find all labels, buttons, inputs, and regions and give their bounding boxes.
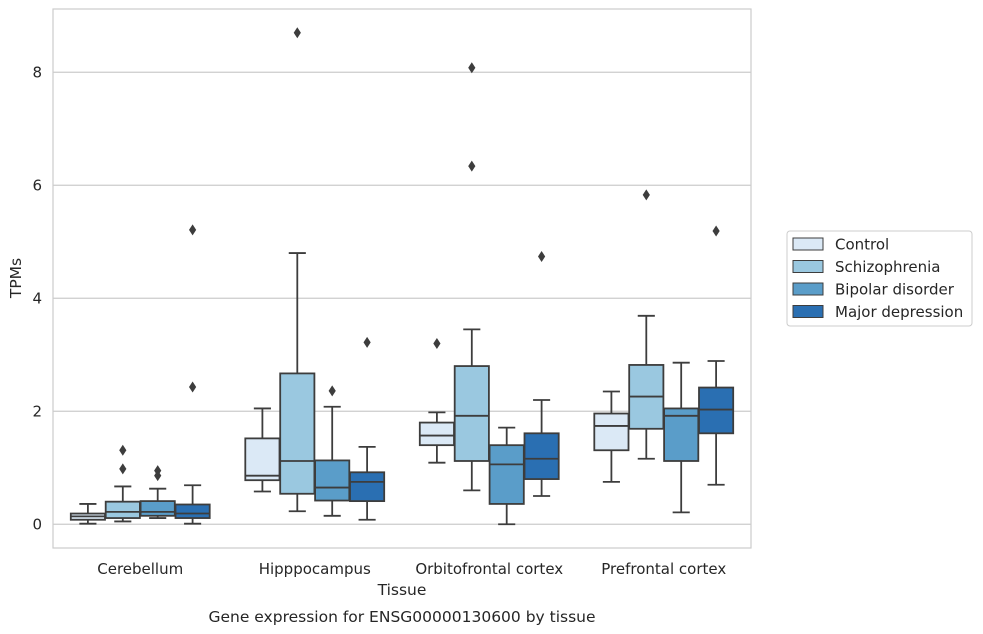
y-tick-label: 2 (32, 402, 42, 420)
box-iqr (663, 407, 700, 462)
box-iqr (104, 500, 141, 519)
legend-label: Schizophrenia (835, 258, 940, 276)
outlier-point (468, 62, 476, 74)
legend-label: Major depression (835, 303, 963, 321)
box-iqr (418, 421, 455, 447)
outlier-point (433, 337, 441, 349)
box-iqr (314, 459, 351, 502)
x-axis-ticks: Cerebellum Hipppocampus Orbitofrontal cort… (97, 560, 726, 578)
box-iqr (244, 437, 281, 482)
x-tick-label: Hipppocampus (259, 560, 371, 578)
outlier-point (189, 224, 197, 236)
x-tick-label: Orbitofrontal cortex (415, 560, 563, 578)
outlier-point (642, 189, 650, 201)
outlier-point (712, 225, 720, 237)
y-tick-label: 0 (32, 515, 42, 533)
legend-swatch (792, 305, 824, 318)
legend-frame (786, 230, 973, 327)
outlier-point (189, 381, 197, 393)
x-axis-label: Tissue (377, 581, 427, 599)
box-iqr (349, 471, 386, 503)
outlier-point (119, 444, 127, 456)
outlier-point (328, 385, 336, 397)
legend-label: Control (835, 236, 889, 254)
box-series-layer (69, 27, 735, 526)
y-axis-label: TPMs (7, 258, 25, 299)
series-group (174, 224, 735, 525)
outlier-point (538, 250, 546, 262)
figure-caption: Gene expression for ENSG00000130600 by t… (208, 608, 595, 626)
outlier-point (293, 27, 301, 39)
outlier-point (119, 463, 127, 475)
legend-label: Bipolar disorder (835, 281, 955, 299)
box-iqr (488, 444, 525, 505)
x-tick-label: Cerebellum (97, 560, 183, 578)
y-tick-label: 4 (32, 289, 42, 307)
outlier-point (154, 465, 162, 477)
plot-area-frame (52, 8, 752, 549)
y-axis-ticks: 0 2 4 6 8 (32, 63, 42, 533)
y-tick-label: 8 (32, 63, 42, 81)
box-iqr (453, 365, 490, 462)
outlier-point (363, 336, 371, 348)
box-iqr (279, 372, 316, 495)
box-iqr (593, 412, 630, 452)
series-group (139, 361, 700, 526)
box-iqr (139, 500, 176, 517)
box-iqr (174, 503, 211, 519)
legend-swatch (792, 237, 824, 251)
box-iqr (523, 432, 560, 480)
legend: Control Schizophrenia Bipolar disorder Majo… (786, 230, 973, 327)
y-tick-label: 6 (32, 176, 42, 194)
legend-swatch (792, 282, 824, 296)
legend-swatch (792, 260, 824, 273)
series-group (104, 27, 665, 523)
outlier-point (468, 160, 476, 172)
x-tick-label: Prefrontal cortex (601, 560, 726, 578)
